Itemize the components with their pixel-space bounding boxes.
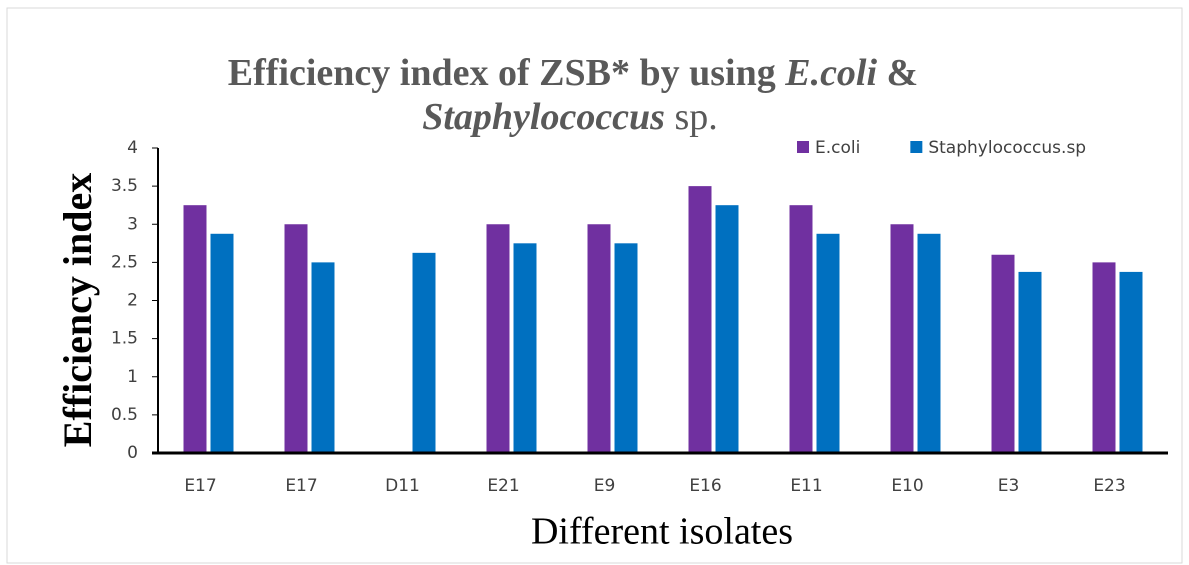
title-part: Efficiency index of ZSB* by using [228, 52, 785, 94]
chart-title: Efficiency index of ZSB* by using E.coli… [228, 52, 918, 94]
bar [614, 243, 638, 453]
bar [1119, 271, 1143, 453]
bar [210, 233, 234, 453]
legend-label: Staphylococcus.sp [928, 138, 1086, 158]
y-tick-label: 2 [127, 291, 138, 311]
title-part: E.coli [784, 52, 877, 94]
chart-title: Staphylococcus sp. [422, 96, 718, 138]
bar [183, 205, 207, 453]
y-tick-label: 0 [127, 443, 138, 463]
legend-swatch [797, 141, 809, 153]
y-tick-label: 3 [127, 214, 138, 234]
y-tick-label: 4 [127, 138, 138, 158]
bar [1018, 271, 1042, 453]
x-tick-label: D11 [385, 476, 420, 496]
x-tick-label: E11 [790, 476, 822, 496]
x-tick-label: E16 [689, 476, 721, 496]
bar [486, 224, 510, 453]
bar [284, 224, 308, 453]
bar [715, 205, 739, 453]
bar [890, 224, 914, 453]
bar [587, 224, 611, 453]
x-axis-label: Different isolates [531, 511, 793, 553]
x-tick-label: E10 [891, 476, 923, 496]
y-tick-label: 1 [127, 367, 138, 387]
bar [513, 243, 537, 453]
title-part: sp. [665, 96, 718, 138]
x-tick-label: E23 [1093, 476, 1125, 496]
legend-swatch [910, 141, 923, 153]
bar [311, 262, 335, 453]
y-axis-label: Efficiency index [55, 173, 100, 447]
y-tick-label: 3.5 [111, 176, 138, 196]
x-tick-label: E21 [487, 476, 519, 496]
y-tick-label: 0.5 [111, 405, 138, 425]
legend-label: E.coli [815, 138, 860, 158]
title-part: & [877, 52, 918, 94]
bar [1092, 262, 1116, 453]
x-tick-label: E17 [184, 476, 216, 496]
bar [688, 186, 712, 453]
x-tick-label: E17 [285, 476, 317, 496]
y-tick-label: 2.5 [111, 252, 138, 272]
x-tick-label: E3 [998, 476, 1020, 496]
bar [917, 233, 941, 453]
x-tick-label: E9 [594, 476, 616, 496]
bar [789, 205, 813, 453]
title-part: Staphylococcus [422, 96, 665, 138]
y-tick-label: 1.5 [111, 329, 138, 349]
bar [991, 254, 1015, 453]
bar [412, 252, 436, 453]
bar [816, 233, 840, 453]
